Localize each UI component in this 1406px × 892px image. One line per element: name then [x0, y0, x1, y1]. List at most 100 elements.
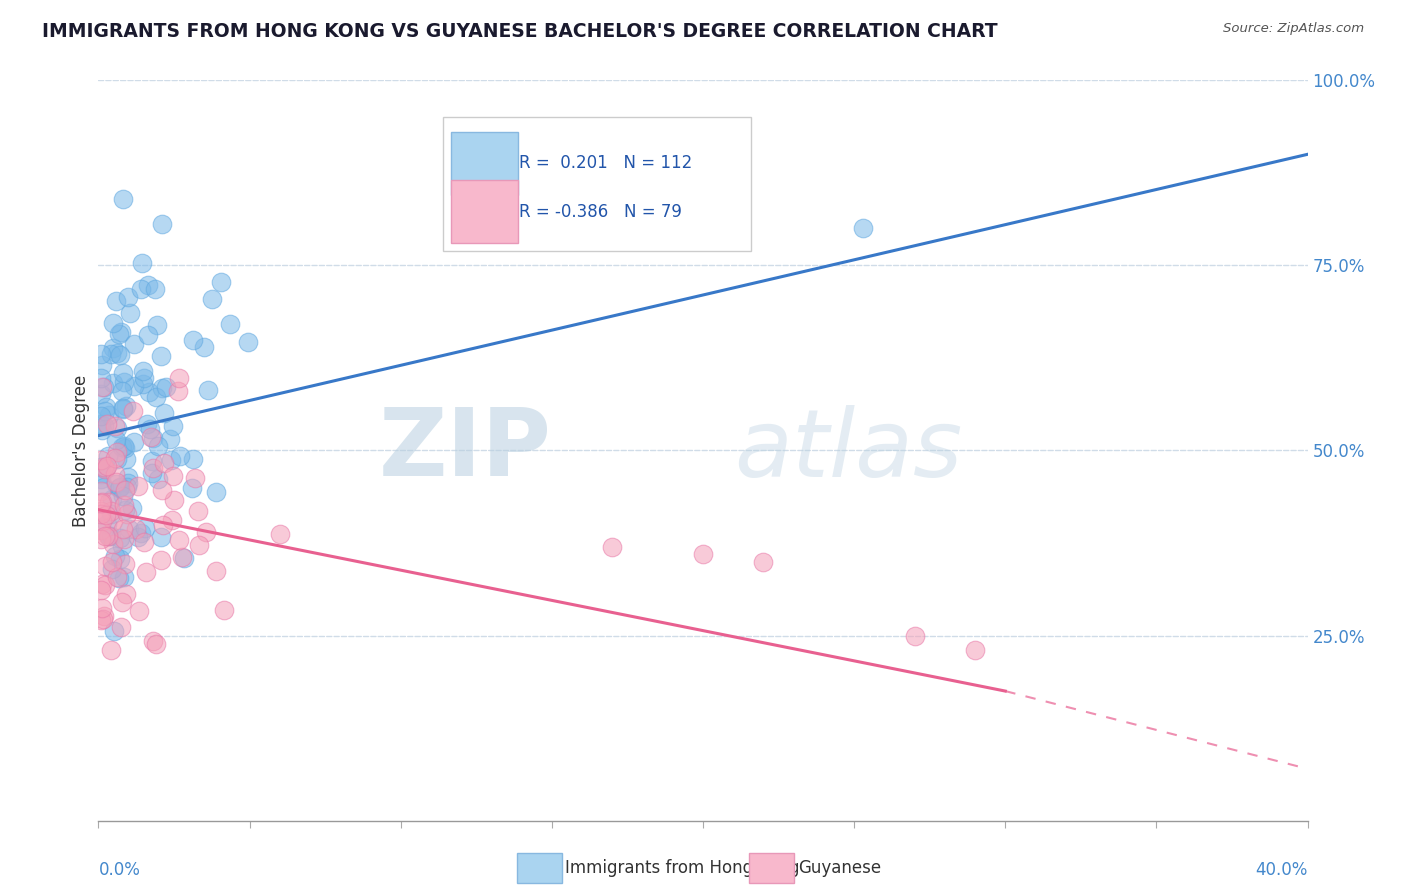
Point: [752, 555, 775, 569]
Point: [142, 461, 165, 475]
Point: [114, 586, 136, 600]
Point: [111, 366, 134, 380]
Point: [145, 637, 167, 651]
Point: [90, 347, 112, 361]
Point: [93, 559, 115, 574]
Point: [111, 540, 134, 554]
Point: [114, 452, 136, 467]
Point: [104, 434, 127, 448]
Point: [141, 453, 163, 467]
Point: [193, 340, 215, 354]
Point: [152, 518, 174, 533]
Point: [124, 435, 146, 450]
Point: [90, 453, 112, 467]
Point: [134, 521, 156, 535]
Point: [132, 377, 155, 392]
Point: [112, 532, 135, 546]
Point: [184, 471, 207, 485]
Point: [100, 491, 122, 506]
Point: [101, 537, 124, 551]
Point: [97, 494, 120, 508]
Point: [93, 404, 115, 418]
Point: [110, 480, 132, 494]
Point: [90, 514, 112, 528]
Point: [91, 380, 114, 394]
Point: [269, 527, 291, 541]
Point: [101, 562, 124, 576]
Point: [201, 293, 224, 307]
Point: [131, 364, 153, 378]
FancyBboxPatch shape: [451, 132, 517, 195]
Point: [96, 460, 118, 475]
Point: [142, 633, 165, 648]
Point: [111, 192, 134, 206]
Point: [138, 422, 160, 436]
Point: [97, 529, 120, 543]
Point: [111, 522, 134, 536]
Point: [181, 333, 204, 347]
Point: [238, 334, 260, 349]
Point: [110, 552, 132, 566]
Point: [108, 348, 131, 362]
Point: [169, 450, 191, 464]
Point: [91, 612, 114, 626]
Point: [122, 337, 145, 351]
Point: [101, 316, 124, 330]
Point: [91, 600, 114, 615]
Point: [103, 341, 125, 355]
Point: [152, 456, 174, 470]
Point: [135, 566, 157, 580]
Text: 0.0%: 0.0%: [98, 862, 141, 880]
Text: atlas: atlas: [734, 405, 962, 496]
Point: [108, 531, 131, 545]
Point: [91, 495, 114, 509]
Point: [93, 479, 115, 493]
Point: [93, 418, 115, 433]
Point: [209, 275, 232, 289]
Point: [108, 327, 131, 342]
Point: [112, 376, 135, 390]
Point: [90, 472, 112, 486]
Point: [93, 459, 115, 474]
FancyBboxPatch shape: [451, 180, 517, 244]
Point: [170, 549, 193, 564]
Point: [114, 557, 136, 571]
Text: 40.0%: 40.0%: [1256, 862, 1308, 880]
Point: [100, 508, 122, 522]
Point: [105, 294, 128, 309]
Point: [100, 529, 122, 543]
Point: [187, 504, 209, 518]
Point: [904, 628, 927, 642]
Point: [90, 523, 112, 537]
Point: [852, 221, 875, 235]
Point: [143, 282, 166, 296]
Point: [118, 306, 141, 320]
Point: [100, 504, 122, 518]
Point: [111, 384, 134, 398]
Point: [160, 513, 183, 527]
Point: [97, 449, 120, 463]
Point: [188, 538, 211, 552]
Point: [90, 460, 112, 475]
Point: [149, 350, 172, 364]
Point: [90, 613, 112, 627]
Point: [212, 603, 235, 617]
Point: [114, 441, 136, 455]
Point: [131, 256, 153, 270]
Point: [127, 479, 149, 493]
Point: [111, 595, 134, 609]
Point: [181, 451, 204, 466]
Text: Source: ZipAtlas.com: Source: ZipAtlas.com: [1223, 22, 1364, 36]
Point: [93, 609, 115, 624]
Point: [159, 453, 181, 467]
Point: [965, 643, 987, 657]
Point: [96, 508, 118, 522]
Point: [90, 496, 112, 510]
Point: [136, 327, 159, 342]
Point: [117, 470, 139, 484]
Point: [90, 483, 112, 498]
Point: [104, 450, 127, 465]
Point: [90, 532, 112, 546]
Point: [111, 401, 134, 416]
Point: [111, 489, 134, 503]
